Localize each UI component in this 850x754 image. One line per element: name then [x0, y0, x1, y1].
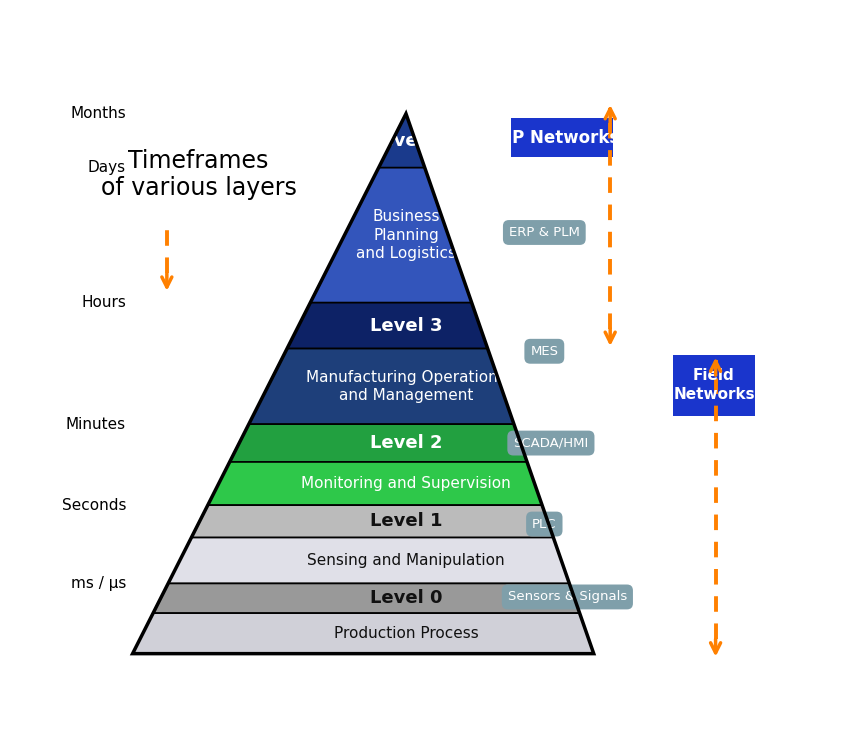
Text: Production Process: Production Process — [333, 626, 479, 641]
Text: Hours: Hours — [81, 295, 126, 310]
Polygon shape — [153, 584, 580, 613]
Text: Seconds: Seconds — [61, 498, 126, 513]
FancyBboxPatch shape — [512, 118, 614, 158]
Text: Manufacturing Operations
and Management: Manufacturing Operations and Management — [306, 369, 506, 403]
Polygon shape — [378, 114, 425, 167]
Polygon shape — [249, 348, 514, 425]
Polygon shape — [168, 538, 570, 584]
Polygon shape — [230, 425, 527, 462]
Text: Sensing and Manipulation: Sensing and Manipulation — [307, 553, 505, 568]
Text: Level 0: Level 0 — [370, 590, 442, 607]
Text: Sensors & Signals: Sensors & Signals — [507, 590, 627, 603]
Polygon shape — [207, 462, 542, 505]
Polygon shape — [191, 505, 553, 538]
Text: Level 2: Level 2 — [370, 434, 442, 452]
Polygon shape — [133, 613, 593, 654]
Polygon shape — [310, 167, 472, 302]
Text: IP Networks: IP Networks — [506, 128, 619, 146]
Text: ERP & PLM: ERP & PLM — [509, 226, 580, 239]
Text: Business
Planning
and Logistics: Business Planning and Logistics — [356, 209, 456, 262]
Text: Field
Networks: Field Networks — [673, 368, 755, 402]
Polygon shape — [287, 302, 488, 348]
FancyBboxPatch shape — [672, 354, 755, 415]
Text: Monitoring and Supervision: Monitoring and Supervision — [301, 476, 511, 491]
Text: Days: Days — [88, 160, 126, 175]
Text: Level 1: Level 1 — [370, 513, 442, 530]
Text: Minutes: Minutes — [66, 417, 126, 432]
Text: ms / μs: ms / μs — [71, 576, 126, 591]
Text: MES: MES — [530, 345, 558, 358]
Text: Level 4: Level 4 — [370, 132, 442, 150]
Text: Months: Months — [71, 106, 126, 121]
Text: Timeframes
of various layers: Timeframes of various layers — [100, 149, 297, 201]
Text: Level 3: Level 3 — [370, 317, 442, 335]
Text: PLC: PLC — [532, 517, 557, 531]
Text: SCADA/HMI: SCADA/HMI — [513, 437, 588, 449]
